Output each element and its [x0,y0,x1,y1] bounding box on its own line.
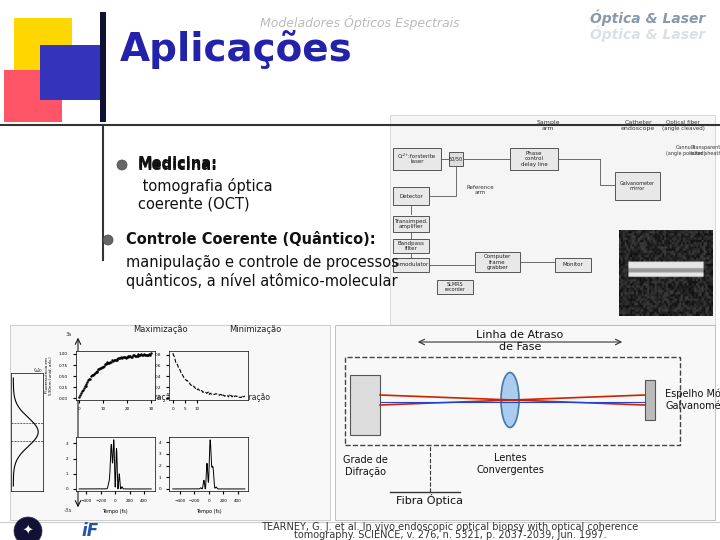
Bar [475,252,520,272]
Bar [390,115,715,325]
Bar [437,280,473,294]
Text: Optical fiber
(angle cleaved): Optical fiber (angle cleaved) [662,120,704,131]
Text: ω₀: ω₀ [34,367,42,373]
Text: Demodulator: Demodulator [393,262,429,267]
Circle shape [14,517,42,540]
Text: Bandpass
filter: Bandpass filter [397,241,424,252]
Text: Espelho Móvel
Galvanométrico: Espelho Móvel Galvanométrico [665,389,720,411]
Text: Sample
arm: Sample arm [536,120,559,131]
Text: de Fase: de Fase [499,342,541,352]
Text: Óptica & Laser: Óptica & Laser [590,10,705,26]
Bar [510,148,558,170]
Text: tomography. SCIENCE, v. 276, n. 5321, p. 2037-2039, Jun. 1997.: tomography. SCIENCE, v. 276, n. 5321, p.… [294,530,606,540]
Bar [393,239,429,253]
Bar [393,148,441,170]
Text: Transparent
outer sheath: Transparent outer sheath [690,145,720,156]
Text: Cr²⁺:forsterite
laser: Cr²⁺:forsterite laser [398,153,436,164]
Circle shape [103,235,113,245]
Bar [393,216,429,232]
Text: Galvanometer
mirror: Galvanometer mirror [620,180,655,191]
Bar [10,325,330,520]
Text: 3s: 3s [66,333,72,338]
Bar [345,357,680,445]
Text: Phase
control
delay line: Phase control delay line [521,151,547,167]
Bar [449,152,463,166]
Text: Lentes
Convergentes: Lentes Convergentes [476,453,544,475]
Bar [393,187,429,205]
Bar [4,70,62,122]
Text: 50/50: 50/50 [449,157,463,161]
Bar [40,45,105,100]
Text: Fibra Óptica: Fibra Óptica [397,494,464,506]
Text: Reference
arm: Reference arm [466,185,494,195]
Text: Transimped.
amplifier: Transimped. amplifier [394,219,428,230]
Bar [645,380,655,420]
Text: Modeladores Ópticos Espectrais: Modeladores Ópticos Espectrais [260,15,460,30]
Text: Linha de Atraso: Linha de Atraso [477,330,564,340]
Text: tomografia óptica
coerente (OCT): tomografia óptica coerente (OCT) [138,178,273,211]
Bar [393,258,429,272]
Text: Controle Coerente (Quântico):: Controle Coerente (Quântico): [126,232,376,246]
Y-axis label: Fluorescência em
530nm (unid. arb.): Fluorescência em 530nm (unid. arb.) [45,356,53,395]
Bar [14,18,72,70]
Text: Óptica & Laser: Óptica & Laser [590,26,705,43]
Text: ✦: ✦ [23,524,33,537]
Text: Δω: Δω [32,417,43,423]
Bar [100,12,106,122]
Text: -3s: -3s [63,508,72,512]
Circle shape [117,160,127,170]
Text: Detector: Detector [399,193,423,199]
Text: Maximização: Maximização [132,326,187,334]
Bar [350,375,380,435]
Text: Medicina:: Medicina: [138,157,218,172]
Text: SLMRS
recorder: SLMRS recorder [444,281,465,292]
Ellipse shape [501,373,519,428]
Text: TEARNEY, G. J. et al. In vivo endoscopic optical biopsy with optical coherence: TEARNEY, G. J. et al. In vivo endoscopic… [261,522,639,532]
Text: manipulação e controle de processos
quânticos, a nível atômico-molecular: manipulação e controle de processos quân… [126,255,399,288]
X-axis label: Tempo (fs): Tempo (fs) [196,509,222,514]
Bar [335,325,715,520]
Text: Aplicações: Aplicações [120,31,353,70]
Bar [555,258,591,272]
Text: Geração: Geração [144,394,176,402]
Text: ω₁: ω₁ [34,467,42,473]
Text: Monitor: Monitor [562,262,583,267]
Text: iF: iF [81,522,99,540]
Text: Cannula
(angle polished): Cannula (angle polished) [666,145,706,156]
X-axis label: Tempo (fs): Tempo (fs) [102,509,128,514]
Text: Catheter
endoscope: Catheter endoscope [621,120,655,131]
Text: Minimização: Minimização [229,326,281,334]
Text: Medicina:: Medicina: [138,158,218,172]
Bar [615,172,660,200]
Text: Geração: Geração [239,394,271,402]
Text: Computer
frame
grabber: Computer frame grabber [484,254,511,271]
Text: Grade de
Difração: Grade de Difração [343,455,387,477]
